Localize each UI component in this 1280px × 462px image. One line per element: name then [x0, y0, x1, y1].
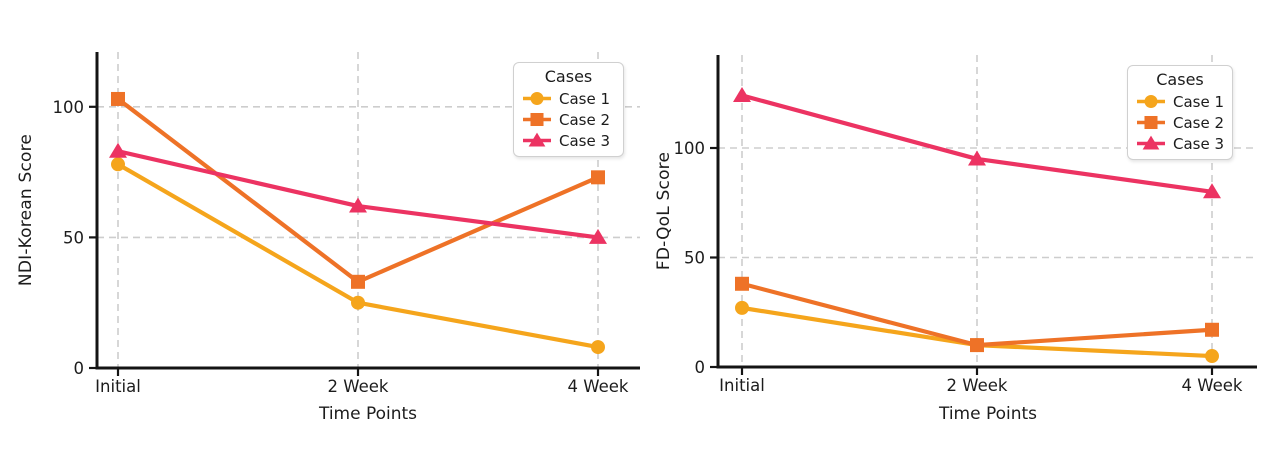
legend-item-label: Case 3 [1173, 134, 1225, 153]
circle-marker [1144, 94, 1158, 109]
legend-item-label: Case 1 [559, 89, 611, 108]
square-marker [351, 274, 365, 289]
triangle-marker [109, 142, 127, 158]
y-tick-label: 0 [74, 359, 85, 378]
square-marker [735, 276, 749, 291]
ndi-x-axis-label: Time Points [318, 404, 418, 424]
square-marker [1205, 322, 1219, 337]
triangle-marker [968, 150, 986, 166]
square-marker [530, 112, 544, 127]
circle-marker [591, 340, 605, 355]
legend-item: Case 3 [522, 130, 615, 151]
square-marker-icon [1137, 115, 1165, 130]
circle-marker-icon [523, 91, 551, 106]
y-tick-label: 0 [695, 358, 706, 377]
triangle-marker-icon [523, 132, 551, 147]
circle-marker [1205, 349, 1219, 364]
fdqol-chart-figure: 0 50 100 Initial 2 Week 4 Week FD-QoL Score T… [640, 0, 1280, 462]
triangle-marker [349, 197, 367, 213]
x-tick-label: 2 Week [947, 376, 1008, 395]
legend-item: Case 2 [522, 109, 615, 130]
legend-title: Cases [1156, 70, 1204, 89]
triangle-marker [1142, 135, 1160, 150]
fdqol-x-axis-label: Time Points [938, 404, 1038, 424]
legend-item: Case 3 [1136, 133, 1224, 154]
square-marker-icon [523, 112, 551, 127]
circle-marker [111, 157, 125, 172]
legend-item-label: Case 3 [559, 131, 611, 150]
circle-marker [351, 295, 365, 310]
x-tick-label: 4 Week [1182, 376, 1243, 395]
x-tick-label: Initial [719, 376, 765, 395]
triangle-marker [528, 132, 546, 147]
ndi-y-axis-label: NDI-Korean Score [16, 133, 36, 287]
y-tick-label: 50 [684, 249, 705, 268]
square-marker [591, 170, 605, 185]
legend-item-label: Case 2 [1173, 113, 1225, 132]
legend-item: Case 1 [522, 88, 615, 109]
circle-marker [735, 300, 749, 315]
legend-item: Case 2 [1136, 112, 1224, 133]
square-marker [111, 91, 125, 106]
legend-item: Case 1 [1136, 91, 1224, 112]
x-tick-label: Initial [95, 377, 141, 396]
circle-marker [530, 91, 544, 106]
triangle-marker [589, 228, 607, 244]
legend-title: Cases [544, 67, 593, 86]
ndi-chart-plot: 0 50 100 Initial 2 Week 4 Week [53, 52, 640, 396]
y-tick-label: 100 [53, 98, 85, 117]
legend-item-label: Case 2 [559, 110, 611, 129]
fdqol-legend: Cases Case 1 Case 2 Case 3 [1127, 65, 1233, 160]
circle-marker-icon [1137, 94, 1165, 109]
triangle-marker-icon [1137, 135, 1165, 150]
y-tick-label: 100 [674, 139, 706, 158]
legend-items: Case 1 Case 2 Case 3 [1136, 91, 1224, 154]
ndi-chart-figure: 0 50 100 Initial 2 Week 4 Week NDI-Korean Sco… [16, 52, 640, 424]
triangle-marker [1203, 183, 1221, 199]
x-tick-label: 4 Week [568, 377, 629, 396]
triangle-marker [733, 86, 751, 102]
y-tick-label: 50 [63, 228, 84, 247]
fdqol-y-axis-label: FD-QoL Score [654, 151, 674, 271]
square-marker [1144, 115, 1158, 130]
ndi-legend: Cases Case 1 Case 2 Case 3 [513, 62, 624, 157]
x-tick-label: 2 Week [328, 377, 389, 396]
legend-item-label: Case 1 [1173, 92, 1225, 111]
square-marker [970, 338, 984, 353]
legend-items: Case 1 Case 2 Case 3 [522, 88, 615, 151]
